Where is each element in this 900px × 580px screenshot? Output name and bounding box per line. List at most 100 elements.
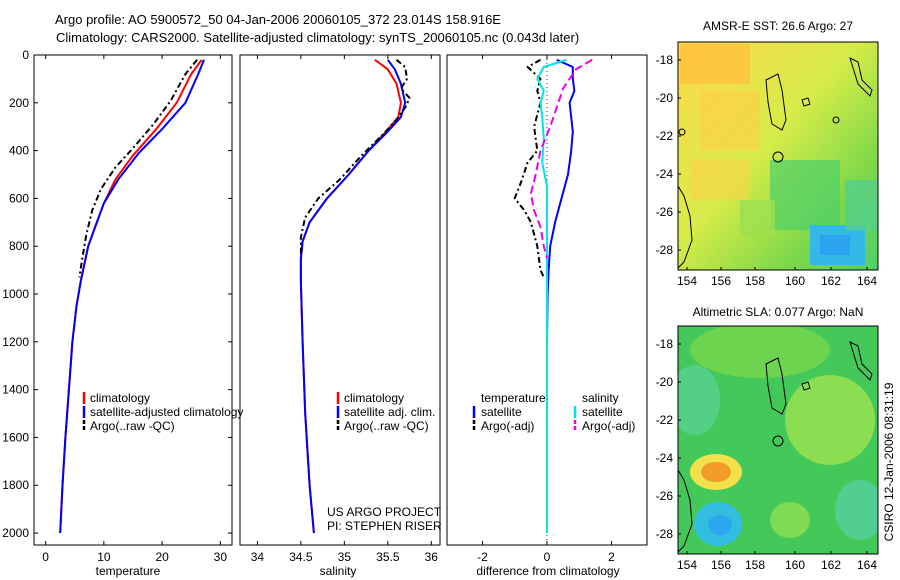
temperature-xlabel: temperature: [96, 564, 161, 578]
map-y-tick-label: -22: [656, 129, 674, 143]
legend-label-temp-argo: Argo(-adj): [481, 419, 534, 433]
x-tick-label: 34: [251, 550, 265, 564]
x-tick-label: 35.5: [376, 550, 400, 564]
sst-map-xticks: 154 156 158 160 162 164: [677, 267, 877, 288]
sla-argo-position-marker: [772, 435, 784, 447]
sla-map-frame: [677, 325, 879, 555]
sla-map: [678, 326, 878, 554]
map-x-tick-label: 164: [857, 274, 877, 288]
temperature-ticks: 0 10 20 30 0 200 400 600 800 1000 1200 1400 1600 1800…: [2, 48, 232, 564]
sla-map-xticks: 154 156 158 160 162 164: [677, 551, 877, 572]
y-tick-label: 1600: [2, 430, 29, 444]
sla-map-yticks: -18 -20 -22 -24 -26 -28: [656, 337, 681, 541]
salinity-series: [299, 58, 411, 534]
legend-title-salinity: salinity: [582, 391, 619, 405]
sst-map-title: AMSR-E SST: 26.6 Argo: 27: [703, 19, 853, 33]
timestamp-stamp: CSIRO 12-Jan-2006 08:31:19: [882, 382, 896, 541]
series-line-temperature-satellite: [546, 58, 576, 533]
map-y-tick-label: -18: [656, 53, 674, 67]
map-y-tick-label: -24: [656, 451, 674, 465]
x-tick-label: 35: [338, 550, 352, 564]
x-tick-label: 10: [97, 550, 111, 564]
map-x-tick-label: 154: [677, 558, 697, 572]
map-x-tick-label: 154: [677, 274, 697, 288]
x-tick-label: 0: [544, 550, 551, 564]
difference-legend: temperature satellite Argo(-adj) salinit…: [472, 391, 635, 433]
series-line-climatology: [59, 59, 203, 534]
map-y-tick-label: -28: [656, 527, 674, 541]
x-tick-label: 0: [42, 550, 49, 564]
legend-label-satellite-adjusted: satellite-adjusted climatology: [90, 405, 243, 419]
series-line-argo-raw-qc: [78, 59, 198, 278]
map-x-tick-label: 156: [711, 274, 731, 288]
legend-label-temp-satellite: satellite: [481, 405, 522, 419]
series-line-argo-raw-qc: [299, 59, 411, 254]
y-tick-label: 200: [9, 96, 29, 110]
x-tick-label: -2: [477, 550, 488, 564]
salinity-xlabel: salinity: [320, 564, 357, 578]
salinity-ticks: 34 34.5 35 35.5 36: [251, 55, 439, 564]
series-line-salinity-argo-adj: [529, 58, 593, 259]
legend-title-temperature: temperature: [481, 391, 546, 405]
legend-label-climatology: climatology: [90, 391, 150, 405]
map-y-tick-label: -26: [656, 489, 674, 503]
x-tick-label: 2: [608, 550, 615, 564]
map-y-tick-label: -28: [656, 243, 674, 257]
map-x-tick-label: 158: [745, 274, 765, 288]
y-tick-label: 2000: [2, 526, 29, 540]
series-line-satellite-adjusted-climatology: [59, 59, 205, 534]
map-x-tick-label: 162: [821, 558, 841, 572]
y-tick-label: 1400: [2, 383, 29, 397]
map-y-tick-label: -18: [656, 337, 674, 351]
series-line-temperature-argo-adj: [513, 58, 545, 278]
map-y-tick-label: -20: [656, 375, 674, 389]
y-tick-label: 400: [9, 144, 29, 158]
figure-title-line2: Climatology: CARS2000. Satellite-adjuste…: [56, 30, 579, 45]
salinity-axes: [239, 54, 441, 546]
x-tick-label: 34.5: [289, 550, 313, 564]
figure-title-line1: Argo profile: AO 5900572_50 04-Jan-2006 …: [55, 12, 501, 27]
sst-argo-position-marker: [772, 151, 784, 163]
difference-xlabel: difference from climatology: [476, 564, 619, 578]
y-tick-label: 1200: [2, 335, 29, 349]
map-y-tick-label: -22: [656, 413, 674, 427]
legend-label-satellite-adj: satellite adj. clim.: [344, 405, 435, 419]
x-tick-label: 30: [214, 550, 228, 564]
map-y-tick-label: -26: [656, 205, 674, 219]
temperature-series: [59, 59, 205, 534]
series-line-satellite-adj-clim: [299, 59, 407, 534]
legend-label-argo: Argo(..raw -QC): [344, 419, 429, 433]
x-tick-label: 36: [425, 550, 439, 564]
difference-ticks: -2 0 2: [477, 55, 615, 564]
legend-label-sal-argo: Argo(-adj): [582, 419, 635, 433]
map-x-tick-label: 160: [785, 274, 805, 288]
project-name: US ARGO PROJECT: [327, 505, 442, 519]
project-pi: PI: STEPHEN RISER: [327, 519, 442, 533]
map-x-tick-label: 160: [785, 558, 805, 572]
series-line-salinity-satellite: [536, 58, 567, 533]
temperature-legend: climatology satellite-adjusted climatolo…: [82, 391, 243, 433]
y-tick-label: 1000: [2, 287, 29, 301]
sst-map: [678, 42, 878, 270]
y-tick-label: 600: [9, 191, 29, 205]
y-tick-label: 0: [22, 48, 29, 62]
salinity-legend: climatology satellite adj. clim. Argo(..…: [336, 391, 435, 433]
y-tick-label: 1800: [2, 478, 29, 492]
map-y-tick-label: -24: [656, 167, 674, 181]
sla-map-title: Altimetric SLA: 0.077 Argo: NaN: [693, 305, 864, 319]
map-x-tick-label: 158: [745, 558, 765, 572]
map-x-tick-label: 156: [711, 558, 731, 572]
map-x-tick-label: 164: [857, 558, 877, 572]
map-y-tick-label: -20: [656, 91, 674, 105]
y-tick-label: 800: [9, 239, 29, 253]
x-tick-label: 20: [155, 550, 169, 564]
legend-label-climatology: climatology: [344, 391, 404, 405]
map-x-tick-label: 162: [821, 274, 841, 288]
sst-map-yticks: -18 -20 -22 -24 -26 -28: [656, 53, 681, 257]
temperature-axes: [33, 54, 233, 546]
legend-label-argo: Argo(..raw -QC): [90, 419, 175, 433]
legend-label-sal-satellite: satellite: [582, 405, 623, 419]
sst-map-frame: [677, 41, 879, 271]
difference-series: [513, 58, 593, 533]
